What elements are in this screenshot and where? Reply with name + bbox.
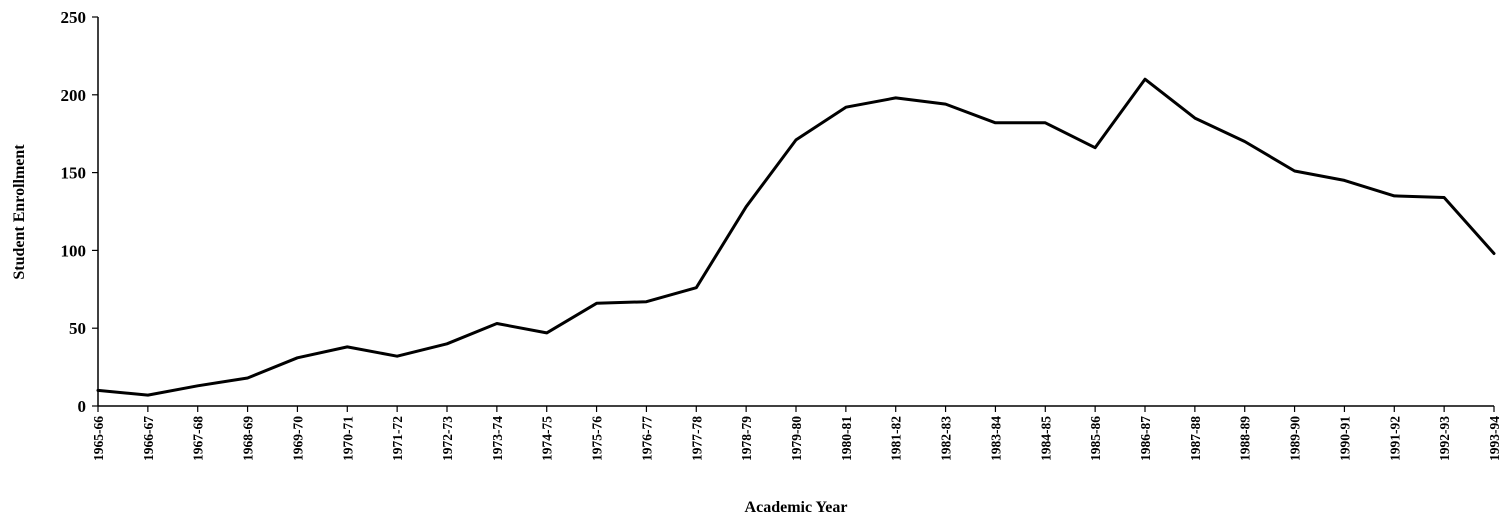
x-tick-label: 1970-71 — [340, 416, 355, 461]
data-point — [1194, 117, 1196, 119]
x-tick-label: 1988-89 — [1238, 416, 1253, 461]
x-axis-label: Academic Year — [745, 499, 848, 516]
data-point — [1343, 179, 1346, 182]
x-tick-label: 1983-84 — [988, 416, 1003, 461]
x-tick-label: 1981-82 — [889, 416, 904, 461]
data-point — [1243, 140, 1246, 143]
x-tick-label: 1982-83 — [939, 416, 954, 461]
x-tick-label: 1968-69 — [241, 416, 256, 461]
data-point — [645, 300, 648, 303]
x-tick-label: 1965-66 — [91, 416, 106, 461]
x-tick-label: 1974-75 — [540, 416, 555, 461]
data-point — [396, 355, 398, 358]
x-tick-label: 1969-70 — [290, 416, 305, 461]
x-tick-label: 1989-90 — [1288, 416, 1303, 461]
data-point — [1443, 196, 1445, 199]
data-point — [1094, 146, 1096, 149]
data-point — [1393, 195, 1396, 197]
y-tick-label: 200 — [61, 86, 87, 105]
x-tick-label: 1972-73 — [440, 416, 455, 461]
data-point — [196, 384, 199, 387]
data-point — [845, 106, 847, 109]
x-tick-label: 1975-76 — [590, 416, 605, 461]
y-tick-label: 250 — [61, 8, 87, 27]
x-tick-label: 1992-93 — [1437, 416, 1452, 461]
data-point — [1293, 170, 1296, 172]
x-tick-label: 1990-91 — [1337, 416, 1352, 461]
data-point — [246, 377, 249, 379]
x-tick-label: 1980-81 — [839, 416, 854, 461]
x-tick-label: 1987-88 — [1188, 416, 1203, 461]
x-tick-label: 1985-86 — [1088, 416, 1103, 461]
x-tick-label: 1979-80 — [789, 416, 804, 461]
data-point — [346, 346, 349, 348]
y-tick-label: 150 — [61, 164, 87, 183]
enrollment-series-line — [96, 77, 1496, 397]
x-tick-label: 1967-68 — [191, 416, 206, 461]
y-tick-label: 50 — [69, 319, 86, 338]
x-tick-label: 1971-72 — [390, 416, 405, 461]
data-point — [695, 286, 698, 289]
x-tick-label: 1986-87 — [1138, 416, 1153, 461]
x-tick-label: 1993-94 — [1487, 416, 1502, 461]
y-axis-ticks: 0 50 100 150 200 250 — [61, 8, 98, 416]
data-point — [446, 342, 448, 345]
data-point — [745, 206, 747, 208]
data-point — [1144, 78, 1146, 81]
data-point — [1044, 122, 1047, 124]
x-tick-label: 1976-77 — [639, 416, 654, 461]
x-tick-label: 1977-78 — [689, 416, 704, 461]
y-axis-label: Student Enrollment — [11, 144, 28, 280]
data-point — [944, 103, 947, 105]
data-point — [1493, 252, 1495, 255]
data-point — [97, 389, 99, 392]
x-tick-label: 1966-67 — [141, 416, 156, 461]
data-point — [147, 394, 149, 396]
x-tick-label: 1973-74 — [490, 416, 505, 461]
data-point — [795, 139, 797, 141]
y-tick-label: 0 — [78, 397, 87, 416]
data-point — [545, 332, 548, 334]
x-axis-ticks: 1965-66 1966-67 1967-68 1968-69 1969-70 1970-… — [91, 406, 1502, 461]
data-point — [496, 322, 498, 325]
x-tick-label: 1991-92 — [1387, 416, 1402, 461]
y-tick-label: 100 — [61, 241, 87, 260]
x-tick-label: 1978-79 — [739, 416, 754, 461]
data-point — [994, 122, 997, 124]
x-tick-label: 1984-85 — [1038, 416, 1053, 461]
data-point — [296, 356, 299, 359]
data-point — [894, 97, 897, 99]
data-points — [97, 78, 1495, 396]
data-point — [595, 302, 598, 305]
